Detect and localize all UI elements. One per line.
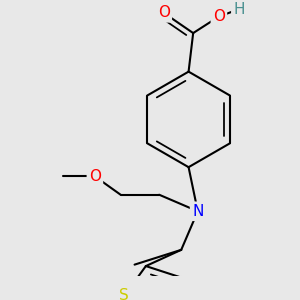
- Text: O: O: [89, 169, 101, 184]
- Text: N: N: [192, 204, 203, 219]
- Text: O: O: [213, 9, 225, 24]
- Text: H: H: [233, 2, 245, 17]
- Text: O: O: [158, 5, 170, 20]
- Text: S: S: [119, 288, 129, 300]
